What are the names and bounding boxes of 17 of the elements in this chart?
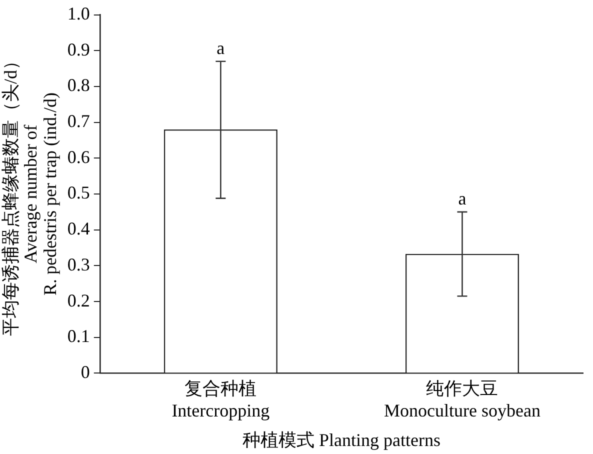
y-tick-label: 0.8 (67, 75, 90, 96)
y-tick-label: 0.3 (67, 254, 90, 274)
y-axis-title: 平均每诱捕器点蜂缘蝽数量（头/d） Average number of R. pedestris per trap (ind./d) (0, 52, 60, 336)
annotation: a (216, 38, 225, 58)
y-tick-label: 0 (80, 362, 90, 382)
y-tick-label: 0.9 (67, 39, 90, 60)
y-tick-label: 0.7 (67, 111, 90, 132)
y-tick-label: 0.1 (67, 326, 90, 346)
x-tick-label: 复合种植 Intercropping (172, 378, 270, 420)
y-tick-label: 0.4 (67, 218, 90, 239)
annotation: a (458, 188, 466, 209)
y-tick-label: 0.5 (67, 182, 90, 203)
y-tick-label: 0.6 (67, 146, 90, 167)
x-tick-label: 纯作大豆 Monoculture soybean (384, 378, 540, 420)
y-tick-label: 1.0 (67, 4, 90, 24)
y-tick-label: 0.2 (67, 290, 90, 310)
x-axis-title: 种植模式 Planting patterns (242, 430, 440, 450)
